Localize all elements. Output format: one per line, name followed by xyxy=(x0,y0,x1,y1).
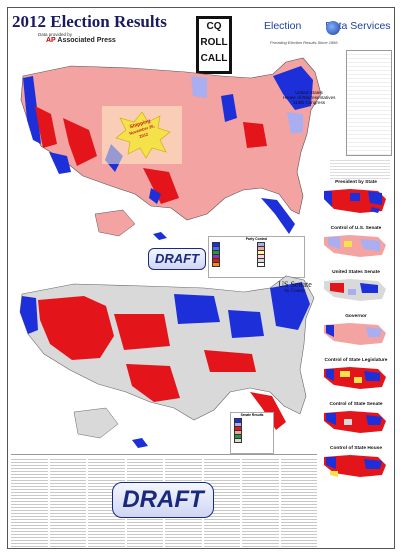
poster-title: 2012 Election Results xyxy=(12,12,167,31)
senate-map-dem-pacific xyxy=(20,296,38,334)
house-map-dem-northeast xyxy=(273,66,313,110)
legend-row xyxy=(234,437,270,443)
globe-icon xyxy=(326,21,340,35)
house-map-dem-texas xyxy=(149,188,161,204)
cq-line-1: CQ xyxy=(206,21,222,32)
house-map-title: United States House of Representatives 1… xyxy=(273,90,345,105)
house-legend-title: Party Control xyxy=(245,237,268,241)
senate-map-dem-northeast xyxy=(270,282,310,330)
election-poster: 2012 Election Results Data provided by A… xyxy=(7,7,395,549)
senate-map-alaska xyxy=(73,407,119,439)
house-map-alaska xyxy=(94,209,136,237)
associated-press-logo: AP Associated Press xyxy=(46,37,116,44)
house-map-rep-northern-ca xyxy=(35,106,57,148)
house-map-dem-illinois xyxy=(221,94,237,122)
senate-map-dem-rust-belt xyxy=(228,310,264,338)
reference-column xyxy=(280,457,317,548)
eds-left: Election xyxy=(264,20,302,32)
reference-column xyxy=(11,457,48,548)
us-senate-map xyxy=(324,279,386,301)
senate-map-dem-upper-midwest xyxy=(174,294,220,324)
side-map-column: President by State Control of U.S. Senat… xyxy=(320,180,392,486)
side-map-label-president: President by State xyxy=(335,180,377,185)
house-map-dem-mid-atlantic xyxy=(287,112,303,134)
governor-map xyxy=(324,323,386,345)
house-map-dem-minnesota xyxy=(191,76,207,98)
election-data-services-logo: Election Data Services xyxy=(264,20,391,32)
senate-legend-title: Senate Results xyxy=(240,413,264,417)
house-title-line-3: 113th Congress xyxy=(292,100,326,105)
notes-block xyxy=(330,158,390,180)
state-legislature-map xyxy=(324,367,386,389)
side-map-label-us-senate: United States Senate xyxy=(332,270,380,275)
senate-legend: Senate Results xyxy=(230,412,274,454)
legend-row xyxy=(212,261,257,267)
side-map-label-state-legislature: Control of State Legislature xyxy=(324,358,388,363)
house-map-hawaii xyxy=(153,232,167,240)
house-title-line-1: United States xyxy=(295,90,323,95)
senate-map-rep-florida xyxy=(250,392,286,430)
house-draft-label: DRAFT xyxy=(148,248,206,270)
ap-mark: AP xyxy=(46,37,56,44)
house-map-dem-west-coast xyxy=(23,76,41,144)
house-map-rep-southwest xyxy=(63,118,97,166)
side-map-label-governor: Governor xyxy=(345,314,367,319)
side-map-label-senate-control: Control of U.S. Senate xyxy=(330,226,382,231)
reference-column xyxy=(242,457,279,548)
legend-row xyxy=(256,261,302,267)
footer-draft-label: DRAFT xyxy=(112,482,214,518)
state-house-map xyxy=(324,455,386,477)
senate-map-subtitle: by County xyxy=(284,289,306,294)
eds-right: Data Services xyxy=(325,20,391,32)
house-map-rep-texas xyxy=(143,168,179,204)
senate-map-title-block: US Senate by County xyxy=(260,280,330,294)
house-map-dem-southern-ca xyxy=(49,152,71,174)
cq-line-2: ROLL xyxy=(200,37,228,48)
house-map-dem-florida xyxy=(261,198,295,234)
senate-map-rep-west xyxy=(38,296,114,360)
senate-map-rep-south xyxy=(204,350,256,372)
state-senate-map xyxy=(324,411,386,433)
results-table xyxy=(346,50,392,156)
senate-control-map xyxy=(324,235,386,257)
shipping-burst-icon xyxy=(115,111,171,159)
side-map-label-state-house: Control of State House xyxy=(330,446,382,451)
house-legend: Party Control xyxy=(208,236,305,278)
senate-map-rep-plains xyxy=(114,314,170,350)
senate-map-title: US Senate xyxy=(278,280,312,289)
senate-map-rep-texas xyxy=(126,364,180,402)
senate-county-map xyxy=(19,275,315,448)
house-map-rep-appalachia xyxy=(243,122,267,148)
eds-tagline: Providing Election Results Since 1986 xyxy=(270,40,338,45)
ap-label: Associated Press xyxy=(57,37,116,44)
data-provider-note: Data provided by xyxy=(38,32,73,37)
senate-map-hawaii xyxy=(132,438,148,448)
reference-column xyxy=(49,457,86,548)
side-map-label-state-senate: Control of State Senate xyxy=(329,402,383,407)
president-by-state-map xyxy=(324,189,386,213)
cq-roll-call-logo: CQ ROLL CALL xyxy=(196,16,232,74)
cq-line-3: CALL xyxy=(200,53,228,64)
house-title-line-2: House of Representatives xyxy=(282,95,336,100)
